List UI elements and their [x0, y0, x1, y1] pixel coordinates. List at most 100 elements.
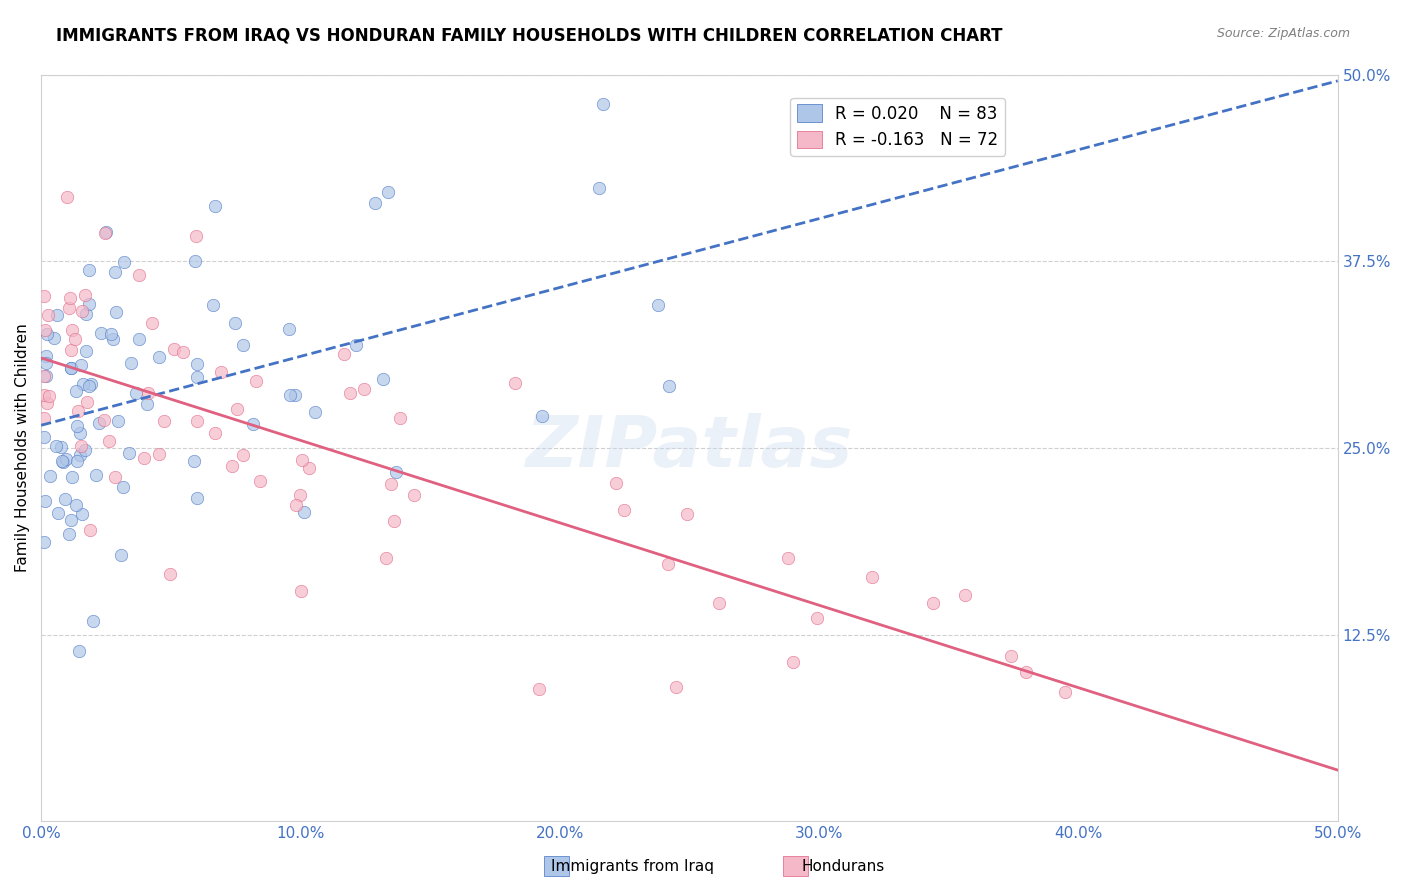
Point — [51, 454, 73, 468]
Point — [45, 308, 67, 322]
Text: Hondurans: Hondurans — [801, 859, 886, 874]
Point — [186, 357, 208, 371]
Point — [1000, 648, 1022, 663]
Point — [77, 378, 100, 392]
Point — [75, 288, 97, 302]
Point — [503, 376, 526, 390]
Point — [153, 414, 176, 428]
Point — [120, 356, 142, 370]
Point — [592, 97, 614, 112]
Point — [70, 358, 93, 372]
Point — [159, 567, 181, 582]
Legend: R = 0.020    N = 83, R = -0.163   N = 72: R = 0.020 N = 83, R = -0.163 N = 72 — [790, 98, 1005, 156]
Point — [647, 298, 669, 312]
Point — [59, 343, 82, 357]
Point — [953, 588, 976, 602]
Y-axis label: Family Households with Children: Family Households with Children — [15, 324, 30, 573]
Point — [63, 332, 86, 346]
Point — [776, 551, 799, 566]
Point — [70, 303, 93, 318]
Point — [344, 338, 367, 352]
Point — [676, 508, 699, 522]
Point — [93, 412, 115, 426]
Point — [32, 411, 55, 425]
Point — [709, 597, 731, 611]
Point — [249, 475, 271, 489]
Point — [605, 476, 627, 491]
Text: ZIPatlas: ZIPatlas — [526, 414, 853, 483]
Point — [60, 323, 83, 337]
Bar — [544, 856, 569, 876]
Point — [211, 365, 233, 379]
Point — [67, 644, 90, 658]
Point — [202, 298, 225, 312]
Point — [76, 395, 98, 409]
Point — [290, 584, 312, 599]
Point — [34, 369, 56, 384]
Point — [333, 347, 356, 361]
Point — [35, 356, 58, 370]
Point — [104, 265, 127, 279]
Point — [96, 225, 118, 239]
Point — [97, 434, 120, 448]
Point — [221, 458, 243, 473]
Point — [404, 488, 426, 502]
Point — [80, 376, 103, 391]
Point — [242, 417, 264, 432]
Point — [51, 440, 73, 454]
Point — [77, 296, 100, 310]
Point — [58, 527, 80, 541]
Point — [110, 548, 132, 562]
Point — [1015, 665, 1038, 679]
Point — [186, 491, 208, 506]
Point — [34, 388, 56, 402]
Point — [55, 451, 77, 466]
Point — [90, 326, 112, 340]
Point — [37, 326, 59, 341]
Point — [128, 268, 150, 282]
Point — [284, 388, 307, 402]
Point — [46, 507, 69, 521]
Point — [232, 338, 254, 352]
Point — [285, 498, 308, 512]
Point — [114, 254, 136, 268]
Point — [297, 460, 319, 475]
Point — [32, 289, 55, 303]
Point — [58, 301, 80, 315]
Point — [70, 439, 93, 453]
Point — [38, 389, 60, 403]
Point — [100, 327, 122, 342]
Point — [278, 387, 301, 401]
Point — [304, 405, 326, 419]
Point — [782, 656, 804, 670]
Point — [73, 442, 96, 457]
Point — [59, 291, 82, 305]
Point — [225, 401, 247, 416]
Point — [204, 199, 226, 213]
Point — [79, 262, 101, 277]
Point — [32, 535, 55, 549]
Point — [224, 316, 246, 330]
Point — [60, 470, 83, 484]
Point — [32, 369, 55, 384]
Point — [66, 453, 89, 467]
Point — [385, 465, 408, 479]
Point — [42, 331, 65, 345]
Point — [184, 229, 207, 244]
Point — [69, 448, 91, 462]
Text: IMMIGRANTS FROM IRAQ VS HONDURAN FAMILY HOUSEHOLDS WITH CHILDREN CORRELATION CHA: IMMIGRANTS FROM IRAQ VS HONDURAN FAMILY … — [56, 27, 1002, 45]
Point — [290, 488, 312, 502]
Point — [125, 386, 148, 401]
Point — [613, 503, 636, 517]
Point — [112, 480, 135, 494]
Point — [657, 557, 679, 571]
Point — [104, 305, 127, 319]
Point — [82, 614, 104, 628]
Point — [37, 308, 59, 322]
Point — [232, 448, 254, 462]
Point — [588, 181, 610, 195]
Point — [186, 369, 208, 384]
Point — [183, 254, 205, 268]
Point — [55, 190, 77, 204]
Point — [163, 343, 186, 357]
